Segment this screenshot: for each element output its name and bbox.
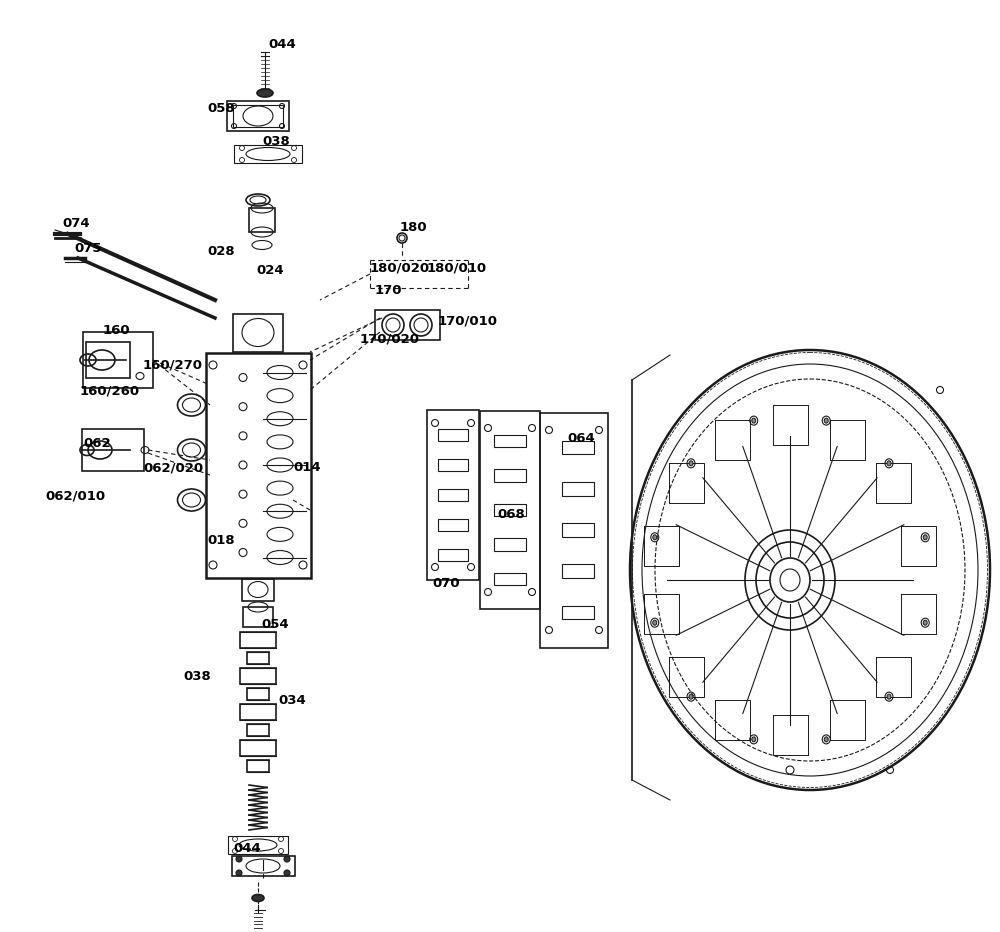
Bar: [232, 856, 294, 876]
Bar: [562, 441, 594, 454]
Ellipse shape: [824, 418, 828, 423]
Bar: [494, 434, 526, 447]
Text: 075: 075: [74, 242, 102, 255]
Bar: [242, 579, 274, 600]
Ellipse shape: [752, 737, 756, 742]
Bar: [240, 632, 276, 648]
Ellipse shape: [752, 418, 756, 423]
Bar: [227, 101, 289, 131]
Bar: [240, 740, 276, 756]
Ellipse shape: [923, 620, 927, 625]
Bar: [438, 519, 468, 531]
Ellipse shape: [257, 89, 273, 97]
Bar: [494, 469, 526, 482]
Text: 074: 074: [62, 217, 90, 230]
Ellipse shape: [887, 694, 891, 699]
Ellipse shape: [887, 460, 891, 466]
Text: 068: 068: [497, 508, 525, 521]
Text: 160/270: 160/270: [143, 359, 203, 372]
Ellipse shape: [689, 694, 693, 699]
Bar: [240, 704, 276, 720]
Ellipse shape: [236, 856, 242, 862]
Bar: [82, 429, 144, 471]
Bar: [494, 572, 526, 585]
Text: 160: 160: [103, 324, 131, 337]
Bar: [206, 352, 310, 578]
Text: 044: 044: [268, 38, 296, 51]
Bar: [228, 836, 288, 854]
Bar: [562, 523, 594, 537]
Text: 180/010: 180/010: [427, 262, 487, 275]
Bar: [247, 652, 269, 664]
Bar: [233, 313, 283, 351]
Text: 064: 064: [567, 432, 595, 445]
Text: 170/010: 170/010: [438, 314, 498, 327]
Bar: [240, 668, 276, 684]
Ellipse shape: [824, 737, 828, 742]
Text: 170/020: 170/020: [360, 333, 420, 346]
Bar: [562, 606, 594, 620]
Ellipse shape: [923, 535, 927, 540]
Text: 038: 038: [183, 670, 211, 683]
Bar: [247, 760, 269, 772]
Bar: [83, 332, 153, 388]
Bar: [247, 688, 269, 700]
Ellipse shape: [284, 870, 290, 876]
Ellipse shape: [236, 870, 242, 876]
Bar: [233, 105, 283, 127]
Bar: [438, 549, 468, 561]
Text: 070: 070: [432, 577, 460, 590]
Ellipse shape: [284, 856, 290, 862]
Bar: [374, 310, 440, 340]
Ellipse shape: [252, 895, 264, 901]
Bar: [86, 342, 130, 378]
Text: 054: 054: [261, 618, 289, 631]
Bar: [249, 208, 275, 232]
Text: 058: 058: [207, 102, 235, 115]
Text: 160/260: 160/260: [80, 385, 140, 398]
Text: 062/020: 062/020: [143, 461, 203, 474]
Text: 044: 044: [233, 842, 261, 855]
Text: 180/020: 180/020: [370, 262, 430, 275]
Text: 062: 062: [83, 437, 111, 450]
Ellipse shape: [653, 535, 657, 540]
Text: 024: 024: [256, 264, 284, 277]
Bar: [494, 503, 526, 516]
Bar: [438, 489, 468, 501]
Bar: [247, 724, 269, 736]
Text: 062/010: 062/010: [45, 489, 105, 502]
Bar: [438, 429, 468, 441]
Bar: [438, 459, 468, 471]
Text: 014: 014: [293, 461, 321, 474]
Bar: [494, 538, 526, 551]
Ellipse shape: [653, 620, 657, 625]
Bar: [562, 565, 594, 578]
Text: 180: 180: [400, 221, 428, 234]
Bar: [427, 410, 479, 580]
Text: 038: 038: [262, 135, 290, 148]
Text: 034: 034: [278, 694, 306, 707]
Bar: [480, 411, 540, 609]
Bar: [562, 482, 594, 496]
Bar: [243, 607, 273, 627]
Text: 170: 170: [375, 284, 402, 297]
Bar: [540, 413, 608, 648]
Text: 018: 018: [207, 534, 235, 547]
Bar: [234, 145, 302, 163]
Text: 028: 028: [207, 245, 235, 258]
Ellipse shape: [689, 460, 693, 466]
